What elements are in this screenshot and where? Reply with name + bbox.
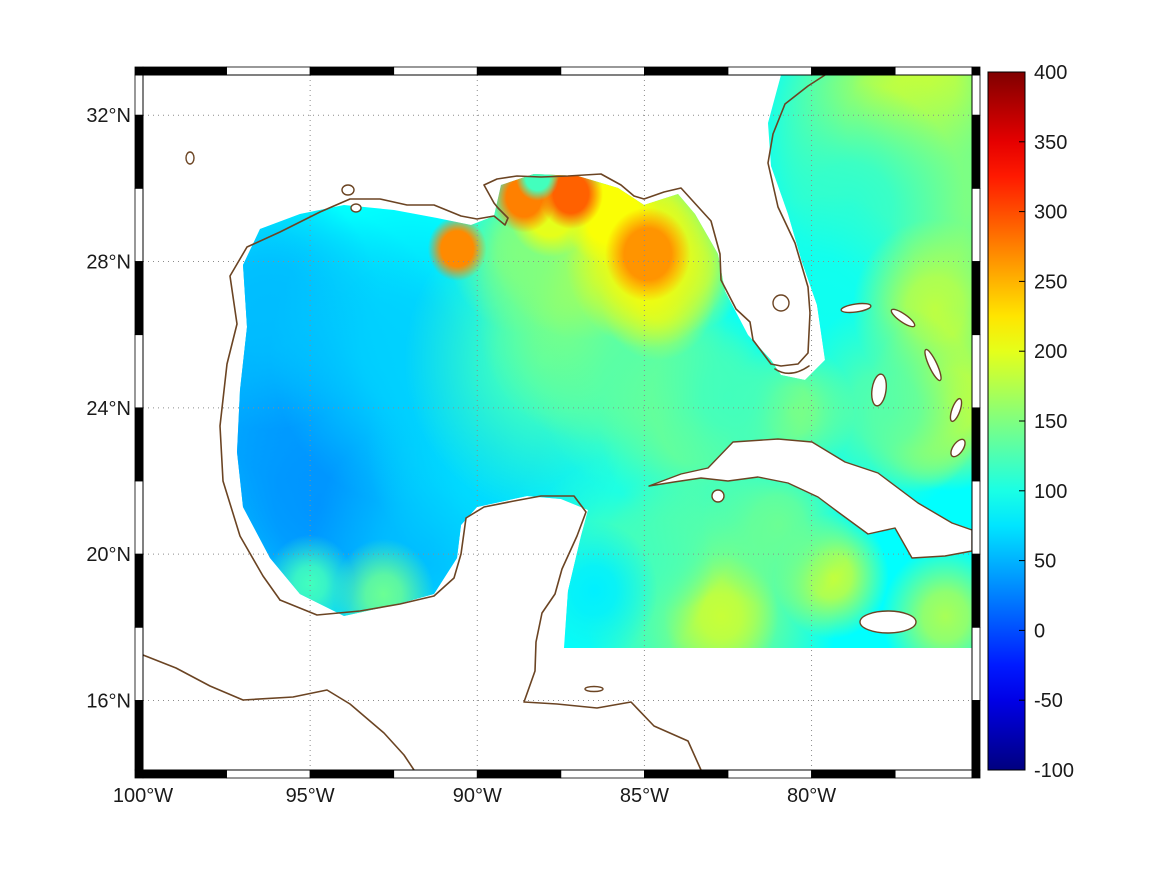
frame-segment-bottom — [644, 769, 729, 779]
frame-segment-right — [971, 74, 981, 116]
frame-segment-left — [134, 114, 144, 189]
heat-blob — [651, 313, 805, 481]
frame-segment-left — [134, 407, 144, 482]
heat-blob — [881, 546, 972, 648]
colorbar-tick-label: 0 — [1034, 620, 1045, 642]
frame-corner — [134, 66, 144, 76]
frame-segment-left — [134, 261, 144, 336]
colorbar-gradient — [987, 71, 1026, 771]
frame-corner — [971, 769, 981, 779]
heat-blob — [605, 207, 691, 301]
lon-tick-label: 100°W — [113, 785, 173, 807]
frame-segment-top — [393, 66, 478, 76]
island-crooked — [950, 438, 966, 458]
frame-segment-top — [309, 66, 395, 76]
lon-tick-label: 85°W — [620, 785, 669, 807]
frame-segment-left — [134, 700, 144, 771]
frame-corner — [134, 769, 144, 779]
island-abaco — [890, 308, 916, 328]
lat-tick-label: 20°N — [86, 544, 131, 566]
axis-labels: 32°N 28°N 24°N 20°N 16°N 100°W 95°W 90°W 85°W 80°… — [86, 105, 836, 807]
lon-tick-label: 90°W — [453, 785, 502, 807]
frame-segment-right — [971, 261, 981, 336]
frame-segment-left — [134, 480, 144, 555]
lat-tick-label: 28°N — [86, 252, 131, 274]
frame-segment-top — [142, 66, 227, 76]
coastline-layer — [142, 74, 973, 771]
frame-layer — [134, 66, 981, 779]
coastline-florida-keys — [774, 365, 810, 375]
colorbar-tick-label: -50 — [1034, 690, 1063, 712]
frame-segment-bottom — [811, 769, 896, 779]
frame-segment-right — [971, 114, 981, 189]
frame-segment-bottom — [309, 769, 395, 779]
lat-tick-label: 24°N — [86, 398, 131, 420]
frame-segment-right — [971, 187, 981, 262]
frame-segment-bottom — [226, 769, 311, 779]
lon-tick-label: 95°W — [286, 785, 335, 807]
coastline-gulf-us-atlantic — [219, 74, 826, 601]
heat-blob — [530, 521, 658, 648]
frame-segment-top — [811, 66, 896, 76]
island-cuba — [648, 438, 973, 559]
frame-segment-right — [971, 700, 981, 771]
heat-blob — [427, 216, 487, 281]
heat-blob — [265, 534, 355, 633]
frame-segment-top — [644, 66, 729, 76]
frame-segment-bottom — [727, 769, 812, 779]
colorbar-tick-label: 350 — [1034, 132, 1067, 154]
grid-layer — [143, 75, 972, 770]
lake-okeechobee — [772, 294, 790, 312]
colorbar-tick-label: 250 — [1034, 271, 1067, 293]
lake-calcasieu — [341, 184, 355, 196]
frame-segment-right — [971, 553, 981, 628]
island-isle-of-youth — [711, 489, 725, 503]
frame-segment-bottom — [393, 769, 478, 779]
island-eleuthera — [924, 348, 942, 382]
island-andros — [871, 373, 887, 407]
frame-segment-bottom — [476, 769, 562, 779]
heatmap-layer — [237, 75, 972, 648]
lake-sabine — [350, 203, 362, 213]
frame-segment-bottom — [560, 769, 645, 779]
frame-segment-bottom — [894, 769, 973, 779]
coastline-pacific-mexico — [142, 654, 415, 771]
island-long-island — [949, 397, 963, 423]
frame-segment-top — [226, 66, 311, 76]
frame-segment-left — [134, 74, 144, 116]
plot-border — [142, 74, 973, 771]
frame-segment-right — [971, 626, 981, 701]
island-jamaica — [859, 610, 917, 634]
lake-texas-small — [185, 151, 195, 165]
island-roatan — [584, 685, 604, 693]
lat-tick-label: 32°N — [86, 105, 131, 127]
frame-segment-top — [560, 66, 645, 76]
frame-segment-right — [971, 334, 981, 409]
frame-segment-top — [727, 66, 812, 76]
frame-segment-right — [971, 407, 981, 482]
frame-segment-left — [134, 553, 144, 628]
frame-segment-right — [971, 480, 981, 555]
frame-segment-top — [476, 66, 562, 76]
colorbar-tick-label: 300 — [1034, 202, 1067, 224]
coastline-mexico-yucatan-honduras — [279, 495, 702, 771]
frame-segment-left — [134, 626, 144, 701]
frame-segment-left — [134, 187, 144, 262]
colorbar: 400 350 300 250 200 150 100 50 0 -50 -100 — [987, 62, 1074, 782]
frame-segment-bottom — [142, 769, 227, 779]
frame-segment-left — [134, 334, 144, 409]
lon-tick-label: 80°W — [787, 785, 836, 807]
frame-segment-top — [894, 66, 973, 76]
colorbar-tick-label: 100 — [1034, 481, 1067, 503]
colorbar-tick-label: 400 — [1034, 62, 1067, 84]
frame-corner — [971, 66, 981, 76]
lat-tick-label: 16°N — [86, 691, 131, 713]
colorbar-tick-label: 150 — [1034, 411, 1067, 433]
colorbar-tick-label: 200 — [1034, 341, 1067, 363]
colorbar-tick-label: 50 — [1034, 551, 1056, 573]
island-grand-bahama — [840, 302, 872, 314]
colorbar-tick-label: -100 — [1034, 760, 1074, 782]
